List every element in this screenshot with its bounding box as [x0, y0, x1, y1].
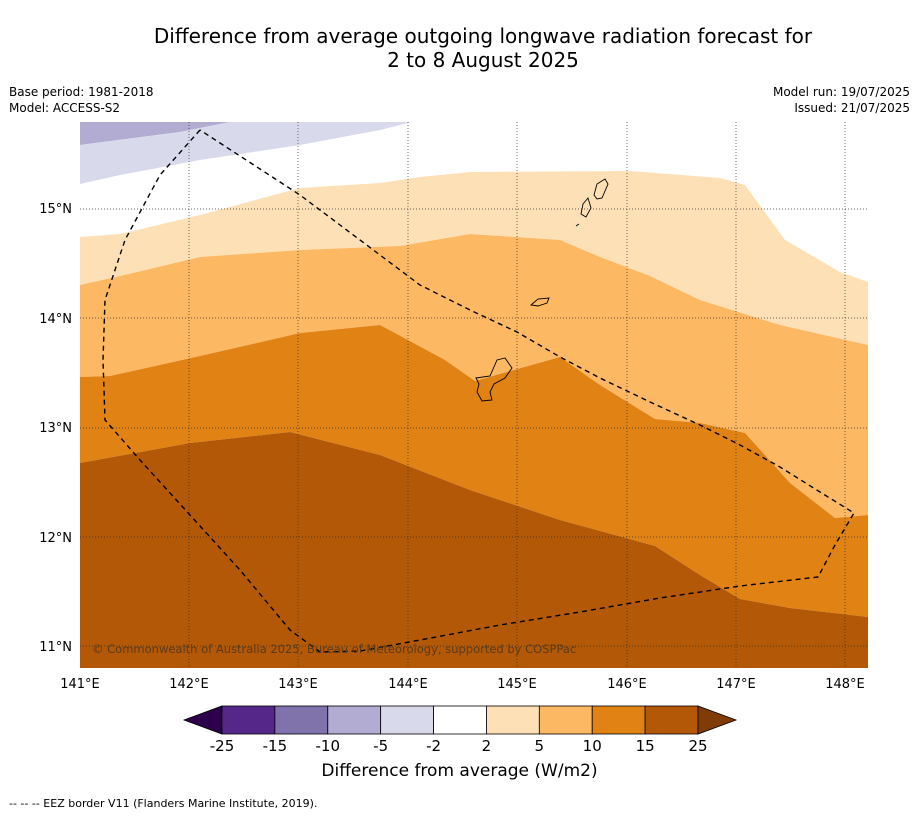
gridlines	[80, 122, 868, 668]
eez-border	[102, 129, 855, 653]
issued-date: Issued: 21/07/2025	[794, 101, 910, 115]
map-area: © Commonwealth of Australia 2025, Bureau…	[80, 122, 868, 668]
colorbar-segment	[486, 705, 540, 735]
colorbar-tick-label: 10	[583, 737, 602, 755]
lon-label-145e: 145°E	[497, 677, 537, 692]
colorbar-tick-label: 15	[636, 737, 655, 755]
tinian-island	[580, 197, 592, 218]
lon-label-148e: 148°E	[825, 677, 865, 692]
lon-label-146e: 146°E	[607, 677, 647, 692]
colorbar-segment	[644, 705, 699, 735]
meta-right: Model run: 19/07/2025 Issued: 21/07/2025	[773, 84, 910, 116]
colorbar-tick-label: 5	[535, 737, 545, 755]
colorbar-segment	[274, 705, 329, 735]
title-line-2: 2 to 8 August 2025	[387, 48, 579, 72]
colorbar-extend-high	[697, 705, 738, 735]
colorbar-tick-label: 25	[688, 737, 707, 755]
rota-island	[529, 297, 550, 307]
colorbar-segment	[433, 705, 487, 735]
lon-label-141e: 141°E	[60, 677, 100, 692]
colorbar-tick-label: -5	[373, 737, 388, 755]
colorbar-segment	[591, 705, 646, 735]
colorbar-segment	[327, 705, 382, 735]
model-name: Model: ACCESS-S2	[9, 101, 121, 115]
band-10-15	[80, 325, 868, 617]
colorbar-segment	[380, 705, 434, 735]
colorbar-title: Difference from average (W/m2)	[321, 761, 598, 781]
colorbar-extend-low	[182, 705, 223, 735]
colorbar-segment	[221, 705, 276, 735]
band-2-5	[80, 171, 868, 345]
band-minus10-minus5	[80, 122, 230, 145]
saipan-island	[593, 178, 609, 200]
base-period: Base period: 1981-2018	[9, 85, 154, 99]
lat-label-14n: 14°N	[39, 312, 72, 327]
longitude-labels: 141°E 142°E 143°E 144°E 145°E 146°E 147°…	[60, 677, 865, 692]
colorbar-tick-label: -15	[263, 737, 288, 755]
meta-left: Base period: 1981-2018 Model: ACCESS-S2	[9, 84, 154, 116]
model-run: Model run: 19/07/2025	[772, 85, 910, 99]
colorbar: -25 -15 -10 -5 -2 2 5 10 15 25	[182, 705, 738, 755]
band-minus5-minus2	[80, 122, 412, 184]
map-title: Difference from average outgoing longwav…	[0, 24, 919, 72]
lat-label-13n: 13°N	[39, 421, 72, 436]
lon-label-143e: 143°E	[278, 677, 318, 692]
colorbar-tick-label: -10	[316, 737, 341, 755]
lon-label-147e: 147°E	[716, 677, 756, 692]
lon-label-144e: 144°E	[388, 677, 428, 692]
aguijan-island	[575, 223, 580, 227]
colorbar-segment	[538, 705, 593, 735]
colorbar-tick-label: -25	[210, 737, 235, 755]
islands	[475, 178, 609, 402]
guam-island	[475, 357, 513, 402]
band-15-25	[80, 432, 868, 668]
lat-label-11n: 11°N	[39, 640, 72, 655]
lat-label-12n: 12°N	[39, 531, 72, 546]
latitude-labels: 15°N 14°N 13°N 12°N 11°N	[39, 202, 72, 655]
band-5-10	[80, 234, 868, 518]
lon-label-142e: 142°E	[169, 677, 209, 692]
eez-footnote: -- -- -- EEZ border V11 (Flanders Marine…	[9, 797, 318, 810]
colorbar-tick-label: -2	[426, 737, 441, 755]
title-line-1: Difference from average outgoing longwav…	[153, 24, 813, 48]
copyright-notice: © Commonwealth of Australia 2025, Bureau…	[92, 642, 576, 656]
lat-label-15n: 15°N	[39, 202, 72, 217]
colorbar-tick-label: 2	[482, 737, 492, 755]
